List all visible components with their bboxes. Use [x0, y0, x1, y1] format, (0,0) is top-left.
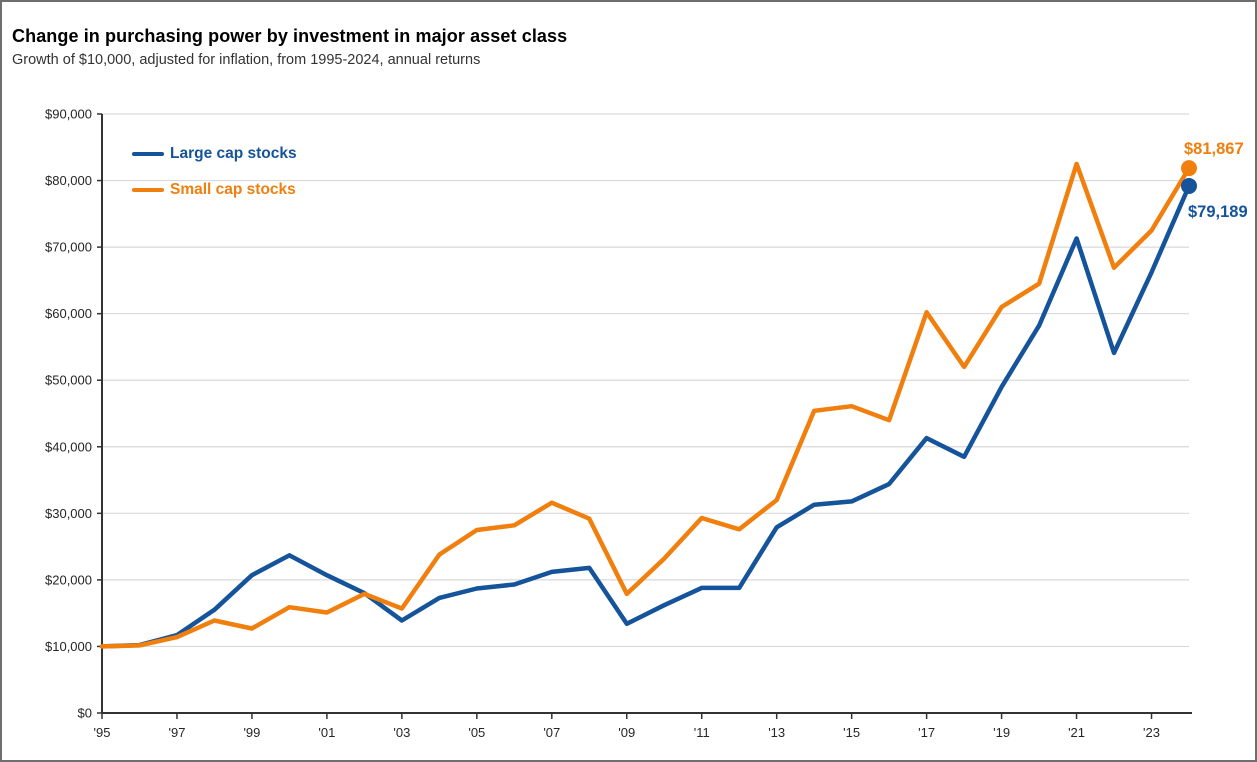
large-cap-line [99, 183, 1192, 649]
y-tick-label: $10,000 [45, 639, 92, 654]
x-tick-label: '07 [543, 725, 560, 740]
small-cap-line-swatch [132, 187, 164, 193]
legend-label-large-cap: Large cap stocks [170, 145, 297, 162]
chart-title: Change in purchasing power by investment… [12, 26, 568, 46]
legend-label-small-cap: Small cap stocks [170, 181, 296, 198]
y-tick-label: $20,000 [45, 572, 92, 587]
x-tick-label: '01 [318, 725, 335, 740]
y-tick-label: $80,000 [45, 173, 92, 188]
small-cap-end-marker [1181, 160, 1197, 177]
x-tick-label: '21 [1068, 725, 1085, 740]
y-tick-label: $70,000 [45, 240, 92, 255]
x-tick-label: '95 [94, 725, 111, 740]
chart-subtitle: Growth of $10,000, adjusted for inflatio… [12, 52, 481, 68]
x-tick-label: '19 [993, 725, 1010, 740]
x-tick-label: '17 [918, 725, 935, 740]
x-tick-label: '03 [393, 725, 410, 740]
small-cap-end-value-label: $81,867 [1184, 140, 1244, 158]
y-tick-label: $40,000 [45, 439, 92, 454]
y-tick-label: $90,000 [45, 107, 92, 122]
y-tick-label: $0 [78, 706, 92, 721]
x-tick-label: '11 [694, 725, 710, 740]
large-cap-end-value-label: $79,189 [1188, 203, 1248, 221]
legend-item-small-cap: Small cap stocks [132, 181, 296, 199]
y-tick-label: $50,000 [45, 373, 92, 388]
y-tick-label: $60,000 [45, 306, 92, 321]
x-tick-label: '09 [618, 725, 635, 740]
small-cap-line [99, 161, 1192, 649]
large-cap-end-marker [1181, 177, 1197, 194]
x-tick-label: '99 [243, 725, 260, 740]
x-tick-label: '05 [468, 725, 485, 740]
x-tick-label: '15 [843, 725, 860, 740]
large-cap-line-swatch [132, 151, 164, 157]
legend-item-large-cap: Large cap stocks [132, 145, 297, 163]
x-tick-label: '13 [768, 725, 785, 740]
x-tick-label: '23 [1143, 725, 1160, 740]
x-tick-label: '97 [168, 725, 185, 740]
y-tick-label: $30,000 [45, 506, 92, 521]
